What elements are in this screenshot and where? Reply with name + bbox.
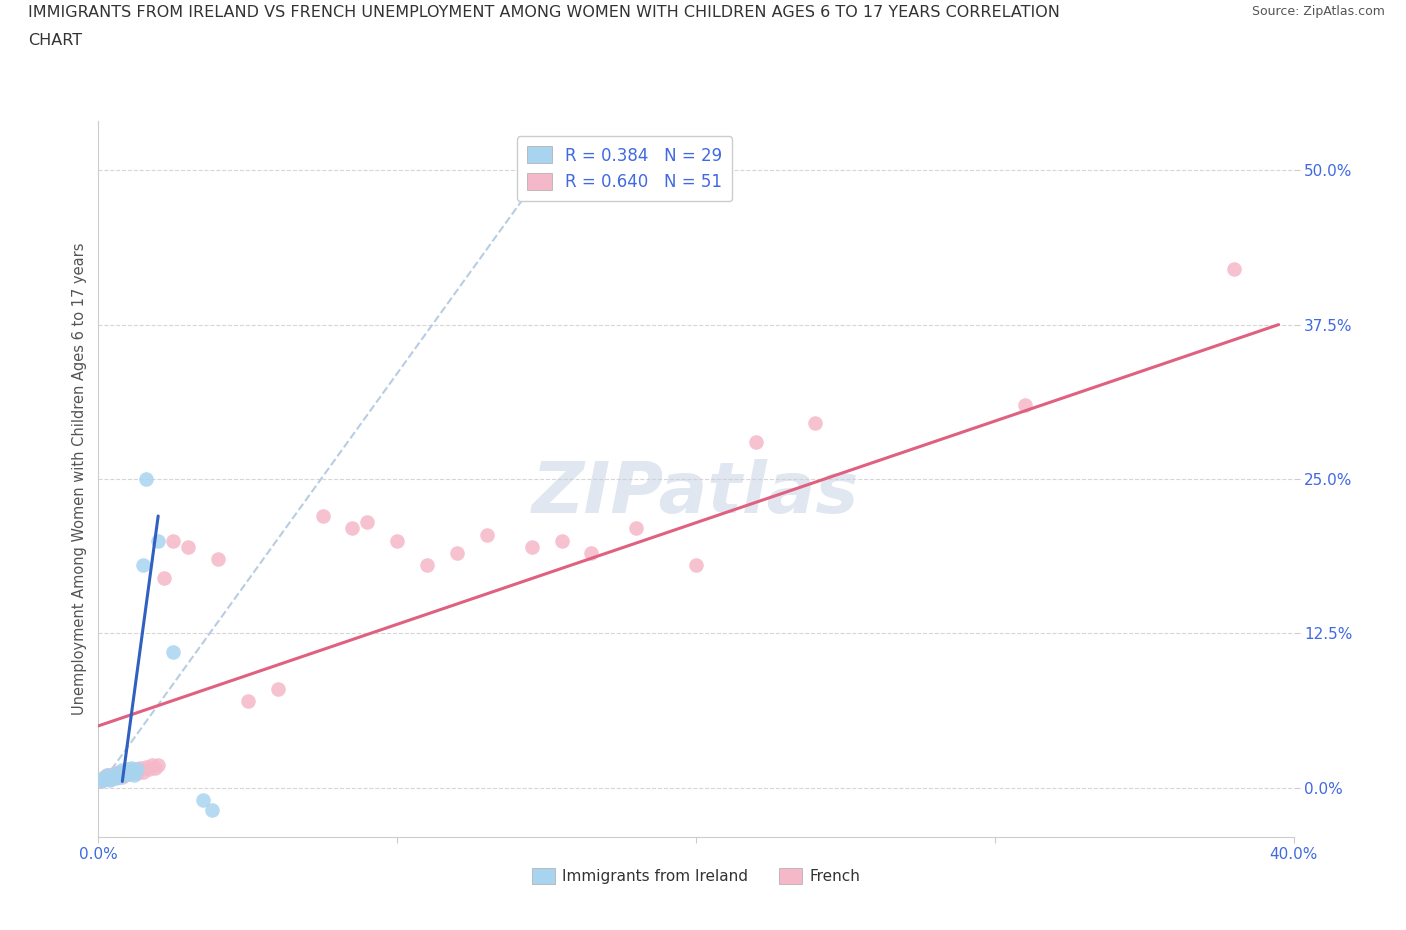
Point: [1014, 397, 1036, 412]
Point: [98, 772, 122, 787]
Point: [236, 694, 259, 709]
Point: [143, 761, 166, 776]
Point: [103, 770, 125, 785]
Point: [385, 533, 409, 548]
Point: [108, 765, 131, 780]
Point: [207, 551, 229, 566]
Point: [105, 765, 128, 780]
Text: ZIPatlas: ZIPatlas: [533, 458, 859, 527]
Point: [96, 768, 118, 783]
Point: [475, 527, 498, 542]
Point: [114, 764, 136, 779]
Point: [153, 570, 176, 585]
Point: [745, 434, 768, 449]
Point: [124, 768, 146, 783]
Text: IMMIGRANTS FROM IRELAND VS FRENCH UNEMPLOYMENT AMONG WOMEN WITH CHILDREN AGES 6 : IMMIGRANTS FROM IRELAND VS FRENCH UNEMPL…: [28, 5, 1060, 20]
Point: [311, 509, 333, 524]
Point: [267, 682, 290, 697]
Point: [124, 764, 146, 779]
Point: [356, 514, 378, 529]
Point: [111, 768, 134, 783]
Point: [550, 533, 572, 548]
Point: [446, 546, 468, 561]
Point: [96, 772, 118, 787]
Point: [581, 546, 603, 561]
Point: [93, 769, 115, 784]
Point: [120, 764, 142, 779]
Point: [98, 768, 122, 783]
Point: [132, 764, 155, 779]
Point: [96, 768, 118, 783]
Point: [117, 763, 139, 777]
Point: [111, 763, 134, 777]
Point: [114, 768, 136, 783]
Point: [90, 774, 112, 789]
Point: [138, 762, 160, 777]
Point: [148, 758, 170, 773]
Point: [127, 765, 149, 780]
Point: [127, 762, 149, 777]
Point: [108, 764, 131, 779]
Point: [120, 761, 142, 776]
Point: [416, 558, 439, 573]
Point: [90, 774, 112, 789]
Point: [342, 521, 364, 536]
Point: [135, 759, 157, 774]
Point: [191, 792, 214, 807]
Point: [177, 539, 200, 554]
Point: [103, 768, 125, 783]
Point: [105, 766, 128, 781]
Point: [105, 770, 128, 785]
Legend: Immigrants from Ireland, French: Immigrants from Ireland, French: [526, 862, 866, 890]
Point: [141, 758, 163, 773]
Y-axis label: Unemployment Among Women with Children Ages 6 to 17 years: Unemployment Among Women with Children A…: [72, 243, 87, 715]
Point: [114, 768, 136, 783]
Point: [804, 416, 827, 431]
Point: [103, 769, 125, 784]
Point: [148, 533, 170, 548]
Point: [117, 766, 139, 781]
Point: [1223, 261, 1246, 276]
Point: [117, 766, 139, 781]
Point: [98, 773, 122, 788]
Point: [624, 521, 647, 536]
Point: [114, 765, 136, 780]
Point: [93, 772, 115, 787]
Text: CHART: CHART: [28, 33, 82, 47]
Point: [129, 761, 152, 776]
Point: [520, 539, 543, 554]
Point: [96, 770, 118, 785]
Point: [103, 766, 125, 781]
Point: [93, 770, 115, 785]
Point: [201, 803, 224, 817]
Point: [162, 644, 184, 659]
Point: [111, 765, 134, 780]
Point: [132, 558, 155, 573]
Point: [135, 472, 157, 486]
Point: [117, 762, 139, 777]
Point: [108, 768, 131, 783]
Text: Source: ZipAtlas.com: Source: ZipAtlas.com: [1251, 5, 1385, 18]
Point: [685, 558, 707, 573]
Point: [105, 769, 128, 784]
Point: [120, 765, 142, 780]
Point: [111, 766, 134, 781]
Point: [111, 769, 134, 784]
Point: [162, 533, 184, 548]
Point: [124, 762, 146, 777]
Point: [108, 769, 131, 784]
